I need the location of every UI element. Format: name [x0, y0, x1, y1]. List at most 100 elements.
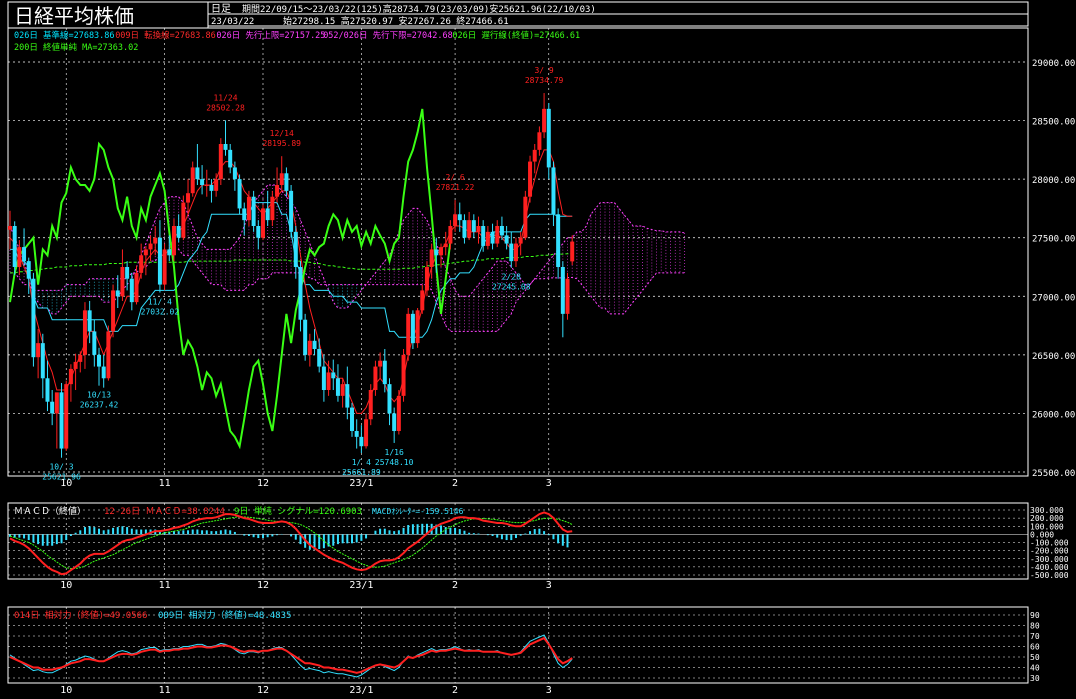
candle-body — [289, 190, 294, 232]
chart-title: 日経平均株価 — [14, 4, 134, 28]
macd-tick-label: -400.000 — [1030, 563, 1069, 572]
candle-body — [218, 144, 223, 180]
candle-body — [518, 237, 523, 244]
candle-body — [284, 173, 289, 191]
candle-body — [176, 226, 181, 238]
candle-body — [195, 167, 200, 180]
month-label: 11 — [159, 685, 171, 696]
grid — [8, 28, 1028, 683]
rsi-panel-frame — [7, 606, 1029, 684]
candle-body — [237, 179, 242, 209]
candle-body — [68, 368, 73, 385]
price-tick-label: 28500.00 — [1032, 118, 1075, 128]
candle-body — [256, 226, 261, 238]
candle-body — [303, 319, 308, 355]
candle-body — [312, 340, 317, 349]
legend-item: 052/026日 先行下限=27042.68 — [323, 30, 453, 41]
rsi-tick-label: 50 — [1030, 653, 1040, 662]
candle-body — [471, 220, 476, 232]
rsi9-label: 009日 相対力（終値)=48.4835 — [158, 609, 291, 621]
annotation-date: 10/13 — [87, 391, 111, 400]
ma200-line — [10, 253, 573, 274]
rsi-tick-label: 60 — [1030, 643, 1040, 652]
rsi14-line — [9, 636, 573, 674]
candle-body — [359, 436, 364, 447]
candle-body — [111, 290, 116, 332]
ohlc-line: 始27298.15 高27520.97 安27267.26 終27466.61 — [283, 15, 509, 27]
candle-body — [223, 144, 228, 150]
candle-body — [439, 247, 444, 256]
candle-body — [186, 193, 191, 203]
candle-body — [331, 372, 336, 379]
candle-body — [279, 173, 284, 185]
candle-body — [17, 247, 22, 267]
candle-body — [157, 237, 162, 285]
macd-tick-label: 200.000 — [1030, 514, 1064, 523]
candle-body — [546, 108, 551, 168]
candle-body — [485, 231, 490, 246]
candle-body — [528, 161, 533, 197]
candle-body — [429, 249, 434, 267]
price-tick-label: 26500.00 — [1032, 352, 1075, 362]
candle-body — [97, 354, 102, 367]
month-label: 2 — [452, 580, 458, 591]
candle-body — [467, 220, 472, 238]
annotation-value: 27032.02 — [141, 308, 180, 317]
candle-body — [59, 392, 64, 449]
rsi-tick-label: 90 — [1030, 611, 1040, 620]
candle-body — [368, 390, 373, 420]
candle-body — [92, 331, 97, 355]
candle-body — [462, 220, 467, 238]
annotation-date: 1/16 — [385, 448, 404, 457]
candle-body — [12, 226, 17, 267]
candle-body — [457, 214, 462, 221]
candle-body — [298, 267, 303, 320]
candle-body — [364, 419, 369, 447]
candle-body — [378, 360, 383, 367]
candle-body — [228, 149, 233, 168]
month-label: 3 — [546, 685, 552, 696]
candle-body — [153, 237, 158, 244]
candle-body — [434, 249, 439, 256]
annotation-value: 25661.89 — [342, 468, 381, 477]
candle-body — [73, 361, 78, 369]
candle-body — [26, 261, 31, 279]
candle-body — [167, 249, 172, 256]
chikou-line — [9, 108, 452, 450]
rsi-tick-label: 30 — [1030, 674, 1040, 683]
y-axis-labels: 25500.00 26000.00 26500.00 27000.00 27500.00… — [1030, 59, 1075, 683]
candle-body — [560, 267, 565, 314]
candle-body — [424, 267, 429, 291]
rsi-tick-label: 80 — [1030, 622, 1040, 631]
candle-body — [382, 360, 387, 385]
month-label: 3 — [546, 478, 552, 489]
candle-body — [45, 378, 50, 402]
candle-body — [40, 343, 45, 379]
candle-body — [200, 179, 205, 185]
month-label: 11 — [159, 580, 171, 591]
candle-body — [50, 401, 55, 414]
month-label: 10 — [60, 685, 72, 696]
rsi-tick-label: 70 — [1030, 632, 1040, 641]
month-label: 12 — [257, 580, 269, 591]
candle-body — [499, 226, 504, 236]
candle-body — [556, 214, 561, 267]
candle-body — [350, 407, 355, 431]
price-tick-label: 29000.00 — [1032, 59, 1075, 69]
candle-body — [373, 366, 378, 390]
candle-body — [532, 149, 537, 162]
annotation-date: 12/14 — [270, 129, 294, 138]
macd-tick-label: -300.000 — [1030, 555, 1069, 564]
candle-body — [401, 354, 406, 396]
macd-line — [9, 511, 573, 576]
rsi14-label: 014日 相対力（終値)=49.0566 — [14, 609, 147, 621]
candle-body — [101, 366, 106, 379]
macd-tick-label: -100.000 — [1030, 539, 1069, 548]
candle-body — [54, 392, 59, 414]
annotation-value: 25748.10 — [375, 458, 414, 467]
candle-body — [495, 226, 500, 244]
candle-body — [275, 185, 280, 197]
macd-tick-label: -200.000 — [1030, 547, 1069, 556]
